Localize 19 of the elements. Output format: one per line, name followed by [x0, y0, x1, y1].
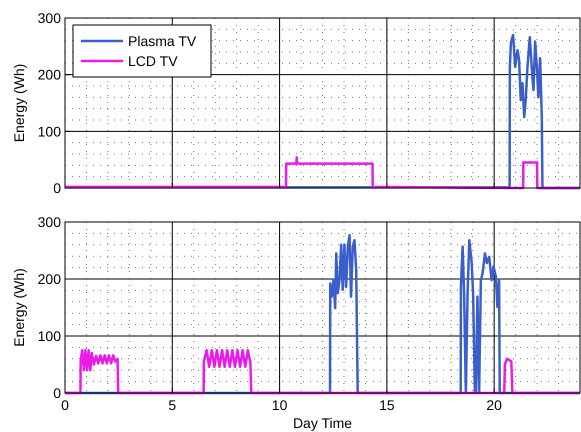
y-axis-title: Energy (Wh)	[11, 268, 27, 347]
x-axis-title: Day Time	[292, 415, 352, 431]
x-tick-label: 5	[168, 397, 176, 413]
y-tick-label: 100	[38, 123, 62, 140]
y-tick-label: 100	[38, 328, 62, 344]
x-tick-label: 15	[379, 397, 395, 413]
legend-label: Plasma TV	[128, 33, 197, 49]
line-series	[64, 349, 581, 394]
legend-label: LCD TV	[128, 53, 178, 69]
y-tick-label: 200	[38, 66, 62, 83]
y-tick-label: 0	[53, 180, 62, 196]
y-axis-title: Energy (Wh)	[11, 64, 27, 142]
y-tick-label: 300	[38, 10, 62, 26]
x-tick-label: 20	[486, 397, 502, 413]
line-series	[64, 156, 581, 190]
x-tick-label: 10	[272, 397, 288, 413]
y-tick-label: 200	[38, 271, 62, 287]
y-tick-label: 300	[38, 214, 62, 230]
y-tick-label: 0	[53, 385, 62, 401]
